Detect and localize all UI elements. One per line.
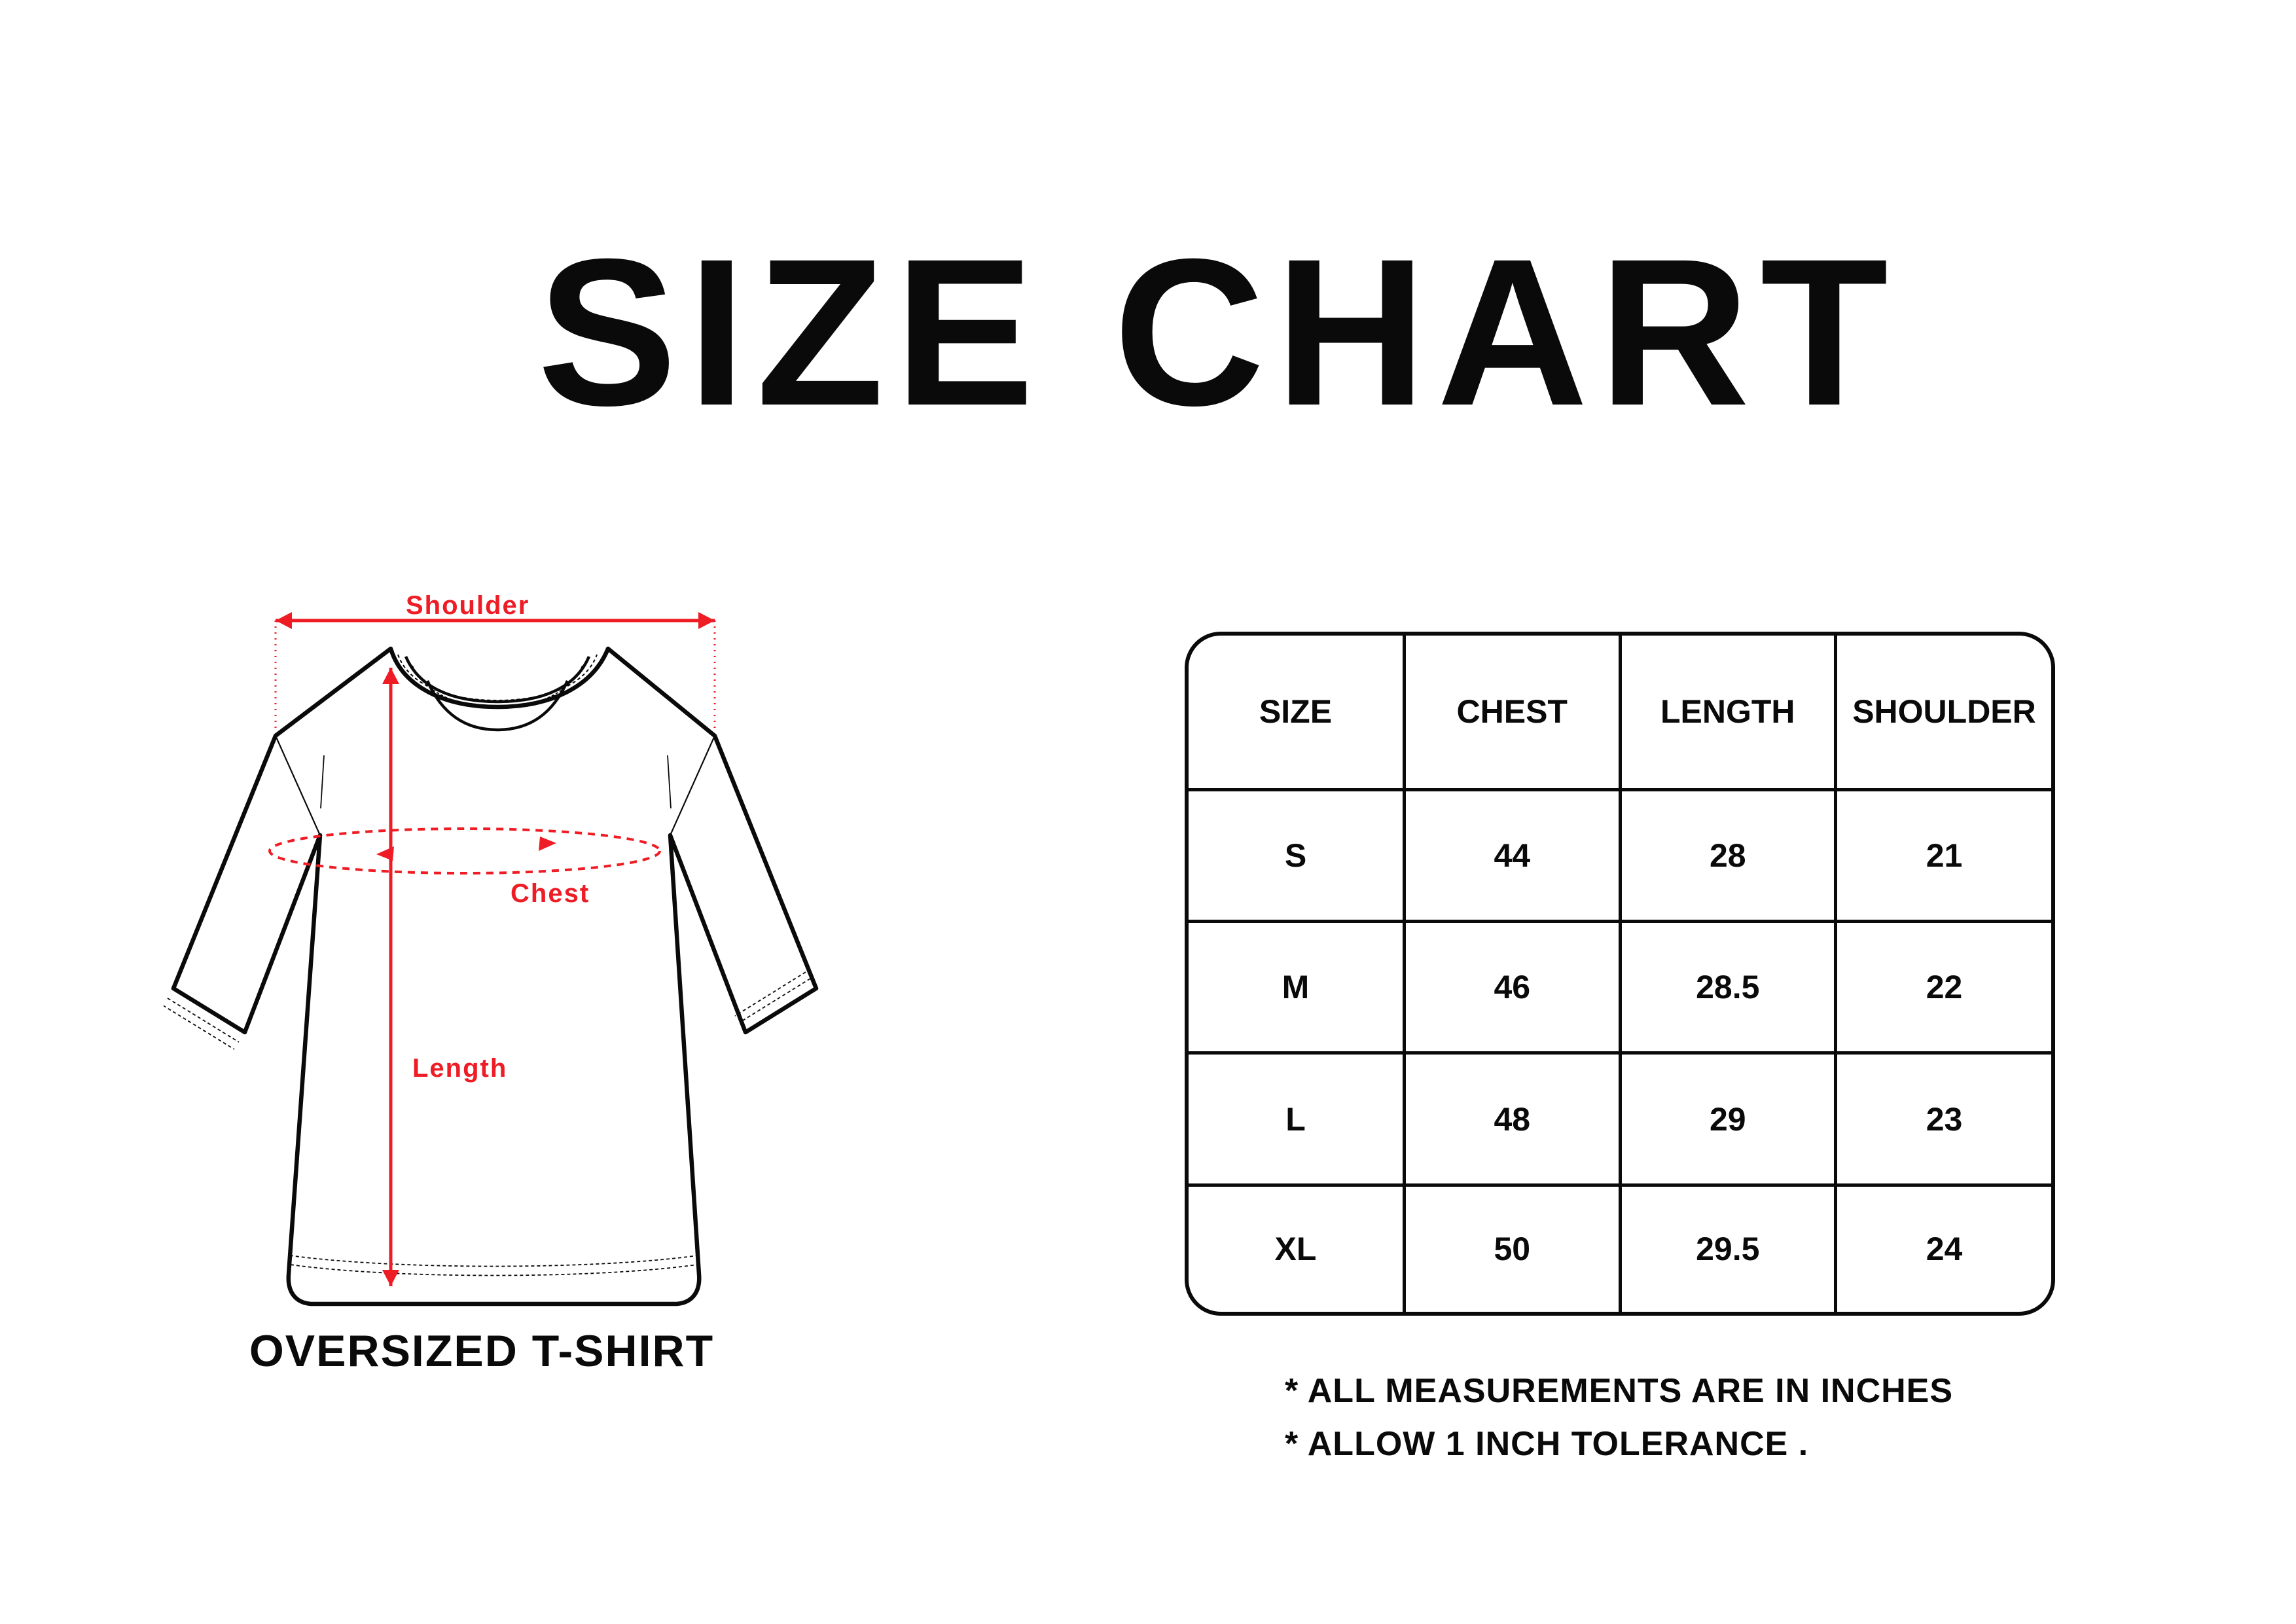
svg-text:Chest: Chest — [511, 879, 590, 908]
svg-text:Length: Length — [412, 1054, 507, 1083]
svg-text:Shoulder: Shoulder — [406, 591, 529, 620]
